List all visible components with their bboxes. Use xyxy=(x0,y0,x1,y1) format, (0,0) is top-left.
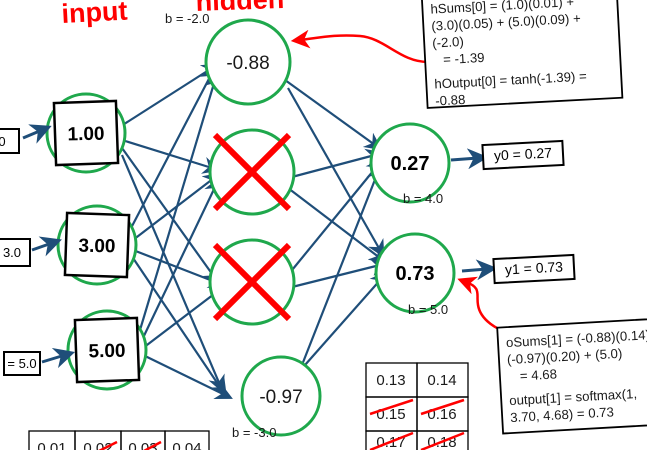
svg-text:0.16: 0.16 xyxy=(427,406,456,423)
svg-text:3.0: 3.0 xyxy=(3,245,21,260)
svg-text:b = 5.0: b = 5.0 xyxy=(408,302,448,317)
svg-text:5.00: 5.00 xyxy=(88,341,125,363)
svg-text:0.01: 0.01 xyxy=(37,440,66,450)
svg-text:y0 = 0.27: y0 = 0.27 xyxy=(494,144,553,163)
svg-text:(-2.0): (-2.0) xyxy=(432,34,464,51)
svg-text:= 5.0: = 5.0 xyxy=(7,356,36,371)
svg-text:0.73: 0.73 xyxy=(396,263,435,285)
svg-text:b = -3.0: b = -3.0 xyxy=(232,425,276,440)
svg-text:0: 0 xyxy=(0,134,6,149)
svg-text:-0.97: -0.97 xyxy=(259,387,302,408)
svg-text:0.15: 0.15 xyxy=(376,406,405,423)
svg-text:= -1.39: = -1.39 xyxy=(443,50,485,67)
svg-text:-0.88: -0.88 xyxy=(226,53,269,74)
svg-text:0.14: 0.14 xyxy=(427,372,456,389)
svg-text:= 4.68: = 4.68 xyxy=(520,366,558,383)
svg-text:-0.88: -0.88 xyxy=(435,92,466,109)
svg-text:b = -2.0: b = -2.0 xyxy=(165,11,209,26)
svg-text:b = 4.0: b = 4.0 xyxy=(403,191,443,206)
svg-text:0.27: 0.27 xyxy=(391,153,430,175)
svg-text:input: input xyxy=(61,0,128,29)
svg-text:0.13: 0.13 xyxy=(376,372,405,389)
svg-text:0.04: 0.04 xyxy=(172,440,201,450)
svg-text:3.00: 3.00 xyxy=(78,236,115,258)
svg-text:1.00: 1.00 xyxy=(67,124,104,146)
svg-text:y1 = 0.73: y1 = 0.73 xyxy=(505,258,564,277)
